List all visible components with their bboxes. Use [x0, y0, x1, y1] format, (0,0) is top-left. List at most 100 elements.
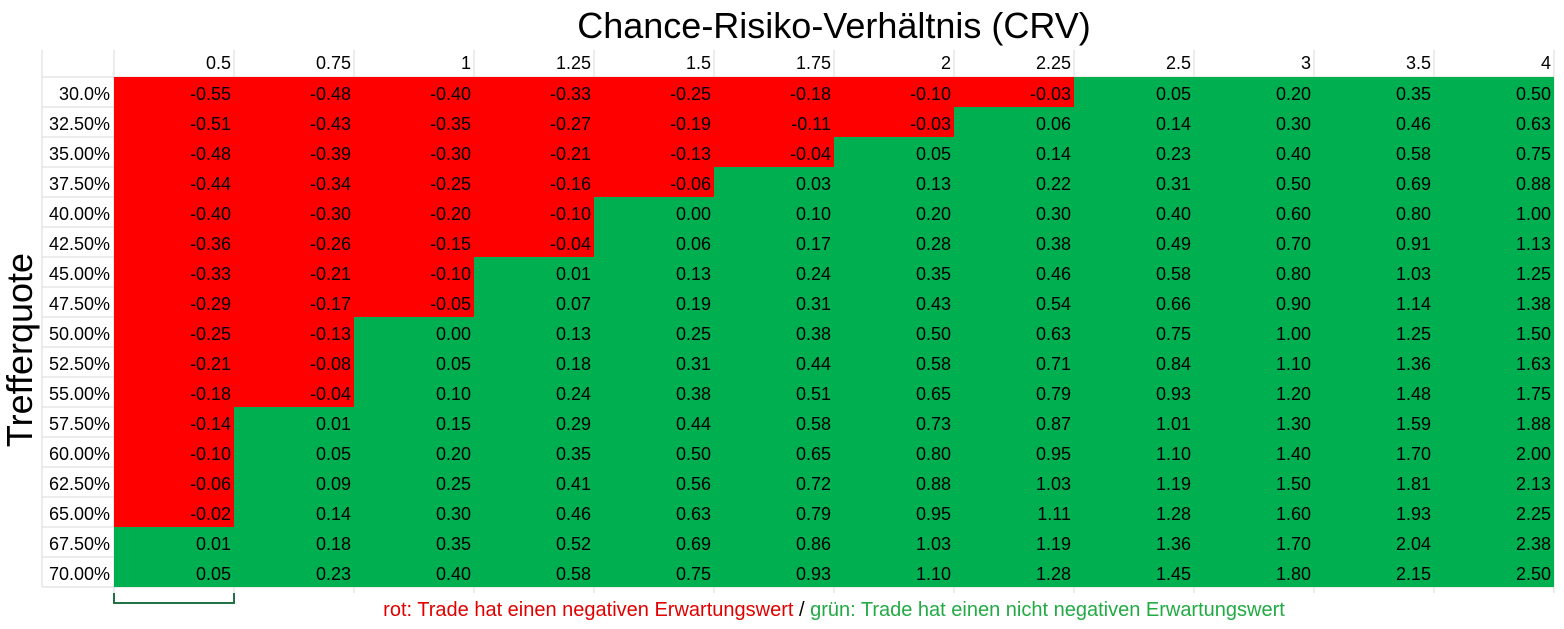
- heatmap-cell: [234, 137, 354, 167]
- column-header-label: 3.5: [1406, 53, 1431, 73]
- cell-value-label: -0.02: [190, 504, 231, 524]
- heatmap-cell: [1194, 347, 1314, 377]
- heatmap-cell: [1434, 497, 1554, 527]
- heatmap-cell: [954, 107, 1074, 137]
- heatmap-cell: [714, 287, 834, 317]
- cell-value-label: 0.70: [1276, 234, 1311, 254]
- column-header-label: 1.5: [686, 53, 711, 73]
- cell-value-label: 1.03: [916, 534, 951, 554]
- cell-value-label: 2.04: [1396, 534, 1431, 554]
- heatmap-cell: [1074, 257, 1194, 287]
- cell-value-label: 0.52: [556, 534, 591, 554]
- column-header-label: 0.5: [206, 53, 231, 73]
- cell-value-label: 0.84: [1156, 354, 1191, 374]
- heatmap-cell: [834, 407, 954, 437]
- cell-value-label: 0.80: [1276, 264, 1311, 284]
- heatmap-cell: [1314, 377, 1434, 407]
- heatmap-cell: [474, 527, 594, 557]
- row-header-label: 65.00%: [49, 504, 110, 524]
- cell-value-label: -0.25: [190, 324, 231, 344]
- cell-value-label: 1.20: [1276, 384, 1311, 404]
- heatmap-cell: [1194, 497, 1314, 527]
- cell-value-label: 0.41: [556, 474, 591, 494]
- heatmap-cell: [114, 467, 234, 497]
- heatmap-cell: [714, 317, 834, 347]
- heatmap-cell: [954, 287, 1074, 317]
- cell-value-label: 2.13: [1516, 474, 1551, 494]
- cell-value-label: 0.80: [1396, 204, 1431, 224]
- cell-value-label: 0.44: [796, 354, 831, 374]
- heatmap-cell: [1194, 167, 1314, 197]
- heatmap-cell: [234, 407, 354, 437]
- cell-value-label: 0.20: [916, 204, 951, 224]
- cell-value-label: 0.00: [676, 204, 711, 224]
- cell-value-label: -0.10: [430, 264, 471, 284]
- cell-value-label: -0.25: [670, 84, 711, 104]
- cell-value-label: 0.15: [436, 414, 471, 434]
- row-header-label: 45.00%: [49, 264, 110, 284]
- heatmap-cell: [954, 467, 1074, 497]
- cell-value-label: -0.19: [670, 114, 711, 134]
- cell-value-label: 0.40: [1276, 144, 1311, 164]
- heatmap-cell: [714, 77, 834, 107]
- heatmap-cell: [594, 167, 714, 197]
- row-header-label: 70.00%: [49, 564, 110, 584]
- heatmap-cell: [1074, 557, 1194, 587]
- heatmap-cell: [1434, 77, 1554, 107]
- heatmap-cell: [114, 257, 234, 287]
- cell-value-label: -0.20: [430, 204, 471, 224]
- cell-value-label: 1.14: [1396, 294, 1431, 314]
- cell-value-label: 0.05: [196, 564, 231, 584]
- cell-value-label: 0.38: [676, 384, 711, 404]
- cell-value-label: 0.23: [1156, 144, 1191, 164]
- heatmap-cell: [954, 377, 1074, 407]
- cell-value-label: 0.30: [436, 504, 471, 524]
- cell-value-label: 1.88: [1516, 414, 1551, 434]
- column-header-label: 0.75: [316, 53, 351, 73]
- cell-value-label: 0.13: [916, 174, 951, 194]
- cell-value-label: 0.58: [556, 564, 591, 584]
- heatmap-cell: [474, 437, 594, 467]
- heatmap-cell: [954, 167, 1074, 197]
- cell-value-label: 1.60: [1276, 504, 1311, 524]
- row-header-label: 47.50%: [49, 294, 110, 314]
- heatmap-cell: [234, 557, 354, 587]
- cell-value-label: 0.24: [796, 264, 831, 284]
- heatmap-cell: [354, 77, 474, 107]
- cell-value-label: 0.18: [316, 534, 351, 554]
- heatmap-cell: [234, 347, 354, 377]
- cell-value-label: 0.01: [316, 414, 351, 434]
- heatmap-cell: [1194, 317, 1314, 347]
- column-header-label: 1: [461, 53, 471, 73]
- heatmap-cell: [594, 107, 714, 137]
- cell-value-label: -0.10: [190, 444, 231, 464]
- cell-value-label: 0.50: [1276, 174, 1311, 194]
- cell-value-label: 0.18: [556, 354, 591, 374]
- cell-value-label: -0.03: [910, 114, 951, 134]
- heatmap-cell: [1314, 227, 1434, 257]
- cell-value-label: 0.46: [1396, 114, 1431, 134]
- heatmap-cell: [834, 497, 954, 527]
- heatmap-cell: [1314, 467, 1434, 497]
- cell-value-label: -0.43: [310, 114, 351, 134]
- heatmap-cell: [114, 317, 234, 347]
- heatmap-cell: [1434, 527, 1554, 557]
- heatmap-cell: [474, 257, 594, 287]
- cell-value-label: 1.19: [1156, 474, 1191, 494]
- heatmap-cell: [714, 257, 834, 287]
- row-header-label: 67.50%: [49, 534, 110, 554]
- heatmap-cell: [1314, 107, 1434, 137]
- cell-value-label: 1.70: [1276, 534, 1311, 554]
- cell-value-label: -0.40: [190, 204, 231, 224]
- heatmap-cell: [114, 137, 234, 167]
- cell-value-label: 0.66: [1156, 294, 1191, 314]
- cell-value-label: 0.58: [796, 414, 831, 434]
- cell-value-label: 2.25: [1516, 504, 1551, 524]
- heatmap-cell: [1434, 557, 1554, 587]
- heatmap-cell: [1074, 137, 1194, 167]
- heatmap-cell: [1314, 317, 1434, 347]
- heatmap-cell: [1434, 287, 1554, 317]
- cell-value-label: 0.05: [916, 144, 951, 164]
- heatmap-cell: [114, 437, 234, 467]
- heatmap-cell: [714, 197, 834, 227]
